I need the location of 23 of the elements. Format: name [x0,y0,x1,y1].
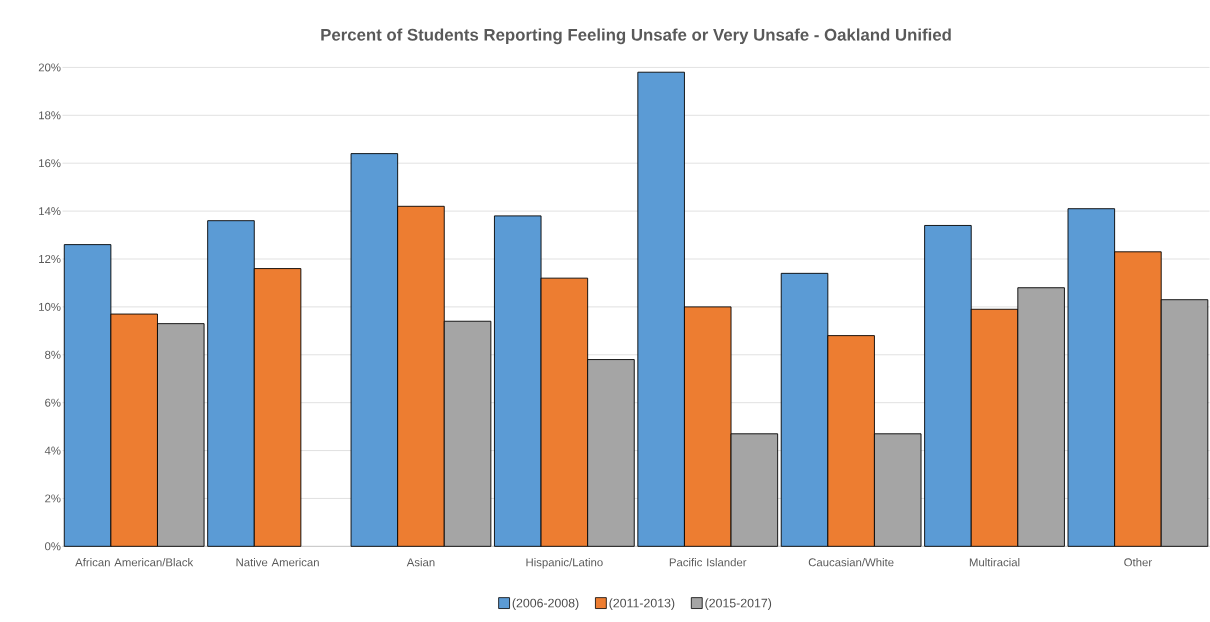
x-tick-label: Caucasian/White [808,558,894,567]
legend-label: (2011-2013) [609,598,675,611]
y-tick-label: 8% [45,350,61,359]
y-tick-label: 10% [39,303,61,312]
legend-label: (2006-2008) [512,598,579,611]
y-tick-label: 14% [39,207,61,216]
y-tick-label: 16% [39,159,61,168]
y-tick-label: 4% [44,446,61,455]
y-tick-label: 18% [39,111,61,120]
x-tick-label: Pacific Islander [669,558,747,567]
y-tick-label: 2% [45,494,61,503]
x-tick-label: Native American [236,558,319,567]
x-tick-label: Other [1124,558,1152,567]
x-tick-label: Hispanic/Latino [526,558,603,569]
chart-title: Percent of Students Reporting Feeling Unsafe or Very Unsafe - Oakland Unified [321,28,951,45]
y-tick-label: 6% [45,398,61,407]
x-tick-label: Multiracial [969,558,1020,567]
legend-label: (2015-2017) [705,598,772,611]
x-tick-label: Asian [406,558,435,567]
y-tick-label: 0% [45,542,61,551]
y-tick-label: 20% [38,63,61,72]
y-tick-label: 12% [39,255,61,264]
x-tick-label: African American/Black [75,558,194,567]
